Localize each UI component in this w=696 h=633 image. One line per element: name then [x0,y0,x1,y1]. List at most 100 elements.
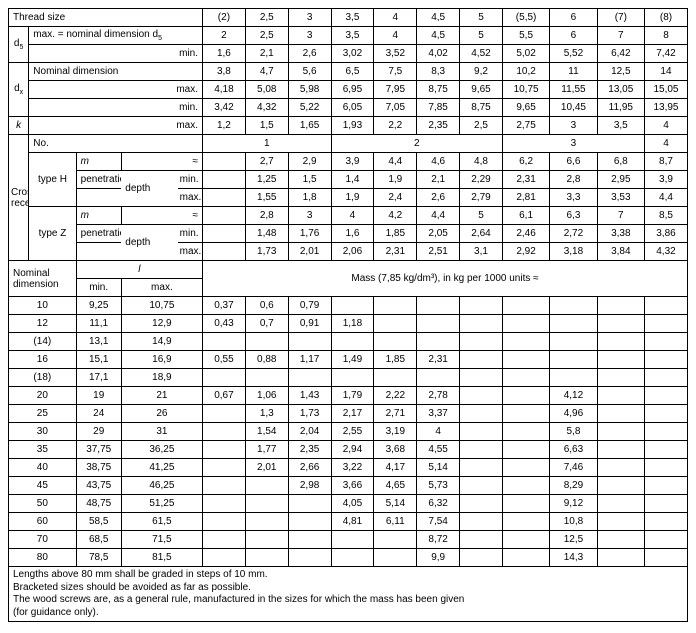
dx-nom-0: 3,8 [203,63,246,81]
k-symbol: k [9,117,29,135]
typeZ-pen: penetration [76,225,121,243]
d5-max-0: 2 [203,27,246,45]
mass-v [597,477,644,495]
mass-v [331,333,374,351]
mass-max: 12,9 [121,315,202,333]
d5-min-4: 3,52 [374,45,417,63]
mass-v: 4,81 [331,513,374,531]
mass-v [288,369,331,387]
mass-v [460,495,503,513]
mass-v: 4,05 [331,495,374,513]
typeZ-depth: depth [121,225,177,261]
mass-n: 45 [9,477,77,495]
mass-v: 0,79 [288,297,331,315]
dx-nom-6: 9,2 [460,63,503,81]
mass-v [203,441,246,459]
note-3: The wood screws are, as a general rule, … [13,594,683,607]
d5-max-4: 4 [374,27,417,45]
mass-v [203,423,246,441]
mass-v [550,315,597,333]
col-h-8: 6 [550,9,597,27]
mass-v [460,333,503,351]
dx-nom-7: 10,2 [502,63,549,81]
mass-v: 6,11 [374,513,417,531]
mass-v: 2,17 [331,405,374,423]
mass-v: 14,3 [550,549,597,567]
mass-row: 7068,571,58,7212,5 [9,531,688,549]
mass-v: 5,73 [417,477,460,495]
cross-recess-label: Crossrecess [9,135,29,261]
mass-v [460,369,503,387]
cross-group-2: 2 [331,135,502,153]
mass-v: 3,66 [331,477,374,495]
mass-row: 3029311,542,042,553,1945,8 [9,423,688,441]
cross-group-1: 1 [203,135,332,153]
note-1: Lengths above 80 mm shall be graded in s… [13,569,683,582]
mass-v: 2,04 [288,423,331,441]
mass-title: Mass (7,85 kg/dm³), in kg per 1000 units… [203,261,688,297]
notes-block: Lengths above 80 mm shall be graded in s… [8,567,688,622]
mass-v [597,513,644,531]
mass-row: (18)17,118,9 [9,369,688,387]
typeZ-min: min. [178,225,203,243]
mass-v: 4,12 [550,387,597,405]
mass-v [597,387,644,405]
mass-v: 2,31 [417,351,460,369]
cross-no-label: No. [29,135,203,153]
d5-min-label: min. [29,45,203,63]
mass-min: 15,1 [76,351,121,369]
mass-n: 10 [9,297,77,315]
d5-min-10: 7,42 [644,45,687,63]
mass-max: 81,5 [121,549,202,567]
mass-v: 3,68 [374,441,417,459]
typeH-pen: penetration [76,171,121,189]
mass-v [460,477,503,495]
mass-v [502,513,549,531]
mass-v [502,477,549,495]
mass-v [203,531,246,549]
mass-v: 4,96 [550,405,597,423]
mass-v: 0,43 [203,315,246,333]
mass-min: 37,75 [76,441,121,459]
mass-v [245,549,288,567]
mass-v [502,495,549,513]
mass-min: 48,75 [76,495,121,513]
typeH-label: type H [29,153,76,207]
mass-min: 38,75 [76,459,121,477]
mass-v: 1,17 [288,351,331,369]
dx-nom-5: 8,3 [417,63,460,81]
mass-v [502,351,549,369]
d5-min-7: 5,02 [502,45,549,63]
mass-v [460,315,503,333]
mass-v [331,549,374,567]
mass-v [203,495,246,513]
mass-v [502,441,549,459]
mass-max: 61,5 [121,513,202,531]
mass-v [502,387,549,405]
mass-v: 4,55 [417,441,460,459]
mass-v [374,315,417,333]
mass-v: 10,8 [550,513,597,531]
mass-v [644,333,687,351]
mass-max: 21 [121,387,202,405]
dx-nom-8: 11 [550,63,597,81]
typeZ-m-sym: ≈ [121,207,202,225]
mass-v [460,423,503,441]
mass-v [203,549,246,567]
mass-v [597,315,644,333]
mass-v [417,369,460,387]
mass-max-label: max. [121,279,202,297]
mass-n: 70 [9,531,77,549]
col-h-10: (8) [644,9,687,27]
dx-nom-label: Nominal dimension [29,63,203,81]
mass-nominal-label: Nominaldimension [9,261,77,297]
typeZ-m: m [76,207,121,225]
d5-max-9: 7 [597,27,644,45]
mass-v [502,369,549,387]
mass-v: 9,9 [417,549,460,567]
mass-v [644,405,687,423]
typeZ-label: type Z [29,207,76,261]
mass-v [331,369,374,387]
col-h-4: 4 [374,9,417,27]
mass-v [502,315,549,333]
